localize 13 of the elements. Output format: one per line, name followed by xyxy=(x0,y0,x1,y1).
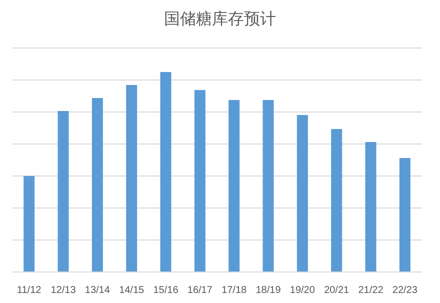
chart-title: 国储糖库存预计 xyxy=(164,10,276,28)
x-tick-label: 16/17 xyxy=(187,285,213,296)
x-tick-label: 14/15 xyxy=(119,285,145,296)
x-tick-label: 15/16 xyxy=(153,285,179,296)
x-tick-label: 20/21 xyxy=(324,285,350,296)
x-tick-label: 13/14 xyxy=(84,285,110,296)
x-tick-label: 19/20 xyxy=(290,285,316,296)
x-tick-label: 21/22 xyxy=(358,285,384,296)
x-tick-label: 18/19 xyxy=(256,285,282,296)
x-tick-label: 12/13 xyxy=(50,285,76,296)
x-tick-label: 22/23 xyxy=(392,285,418,296)
x-tick-label: 11/12 xyxy=(16,285,42,296)
x-tick-label: 17/18 xyxy=(222,285,248,296)
